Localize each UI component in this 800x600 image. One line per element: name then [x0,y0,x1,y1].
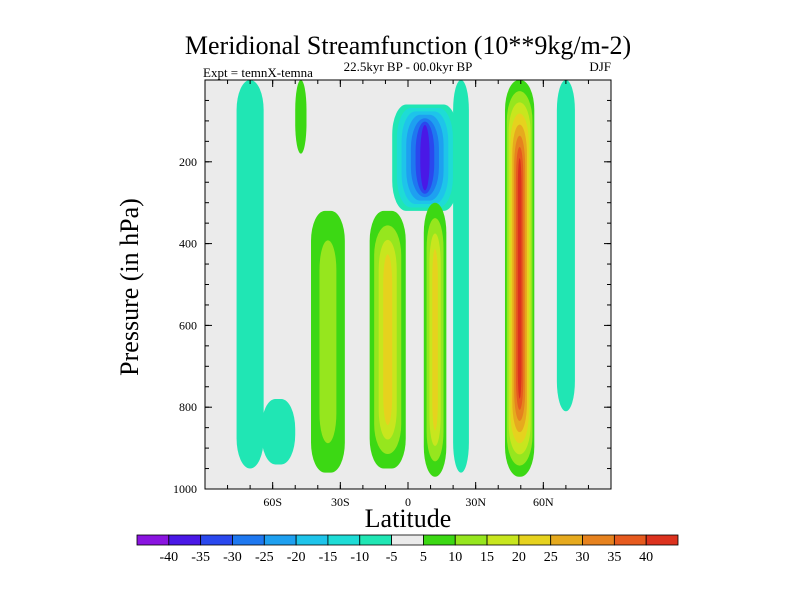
colorbar [136,534,679,546]
colorbar-label: 15 [480,550,494,565]
colorbar-label: -35 [191,550,210,565]
contour-nh-subtropical-band [453,80,469,473]
contour-level [383,254,393,426]
contour-level [432,248,438,431]
colorbar-box [136,534,170,546]
colorbar-box [486,534,520,546]
colorbar-box [200,534,233,546]
x-tick-label: 60S [263,495,282,509]
chart-subtitle: 22.5kyr BP - 00.0kyr BP [344,59,473,74]
colorbar-box [327,534,361,546]
colorbar-box [454,534,488,546]
colorbar-box [232,534,265,546]
axis-tick-labels: 60S 30S 0 30N 60N 200 400 600 800 1000 [173,155,554,509]
experiment-label: Expt = temnX-temna [203,65,313,80]
contour-level [453,80,469,473]
colorbar-box [550,534,583,546]
colorbar-labels: -40 -35 -30 -25 -20 -15 -10 -5 5 10 15 20 25 30 35 40 [159,550,653,565]
colorbar-label: -40 [159,550,178,565]
contour-sh-polar-edge-band [261,399,296,465]
colorbar-label: -5 [386,550,398,565]
contour-nh-mid-lat-column [504,80,535,477]
y-tick-label: 600 [179,318,197,332]
colorbar-label: -30 [223,550,242,565]
colorbar-label: -10 [350,550,369,565]
colorbar-box [391,534,424,546]
contour-level [236,80,264,469]
x-tick-label: 30S [331,495,350,509]
colorbar-label: 30 [576,550,590,565]
x-tick-label: 60N [533,495,554,509]
contour-level [517,158,522,399]
colorbar-box [582,534,615,546]
colorbar-label: -20 [287,550,306,565]
contour-sh-tropical-column [369,210,406,469]
contour-tropical-upper-negative-cell [392,104,458,211]
colorbar-label: -15 [319,550,338,565]
contour-level [420,125,430,191]
chart-title: Meridional Streamfunction (10**9kg/m-2) [185,31,631,60]
colorbar-box [518,534,552,546]
colorbar-box [359,534,392,546]
y-tick-label: 1000 [173,482,197,496]
x-tick-label: 30N [465,495,486,509]
contour-sh-mid-lat-column [311,210,345,473]
colorbar-label: 25 [544,550,558,565]
contour-level [556,80,575,412]
contour-nh-tropical-column [423,202,447,477]
y-tick-label: 400 [179,237,197,251]
season-label: DJF [589,59,611,74]
x-axis-label: Latitude [365,504,452,533]
colorbar-box [423,534,456,546]
contour-nh-high-lat-band [556,80,575,412]
colorbar-label: 5 [420,550,427,565]
colorbar-box [168,534,202,546]
contour-level [295,80,307,154]
y-tick-label: 200 [179,155,197,169]
contour-sh-high-lat-band [236,80,264,469]
contour-level [319,240,337,444]
x-tick-label: 0 [405,495,411,509]
colorbar-label: 20 [512,550,526,565]
contour-layer [236,80,575,477]
colorbar-label: 40 [639,550,653,565]
colorbar-label: -25 [255,550,274,565]
colorbar-label: 10 [448,550,462,565]
colorbar-box [295,534,329,546]
colorbar-box [263,534,297,546]
colorbar-box [645,534,679,546]
contour-sh-upper-mid-lat-cell [295,80,307,154]
axis-ticks [204,80,612,490]
colorbar-box [613,534,647,546]
contour-level [261,399,296,465]
colorbar-label: 35 [607,550,621,565]
y-axis-label: Pressure (in hPa) [115,198,144,376]
y-tick-label: 800 [179,400,197,414]
